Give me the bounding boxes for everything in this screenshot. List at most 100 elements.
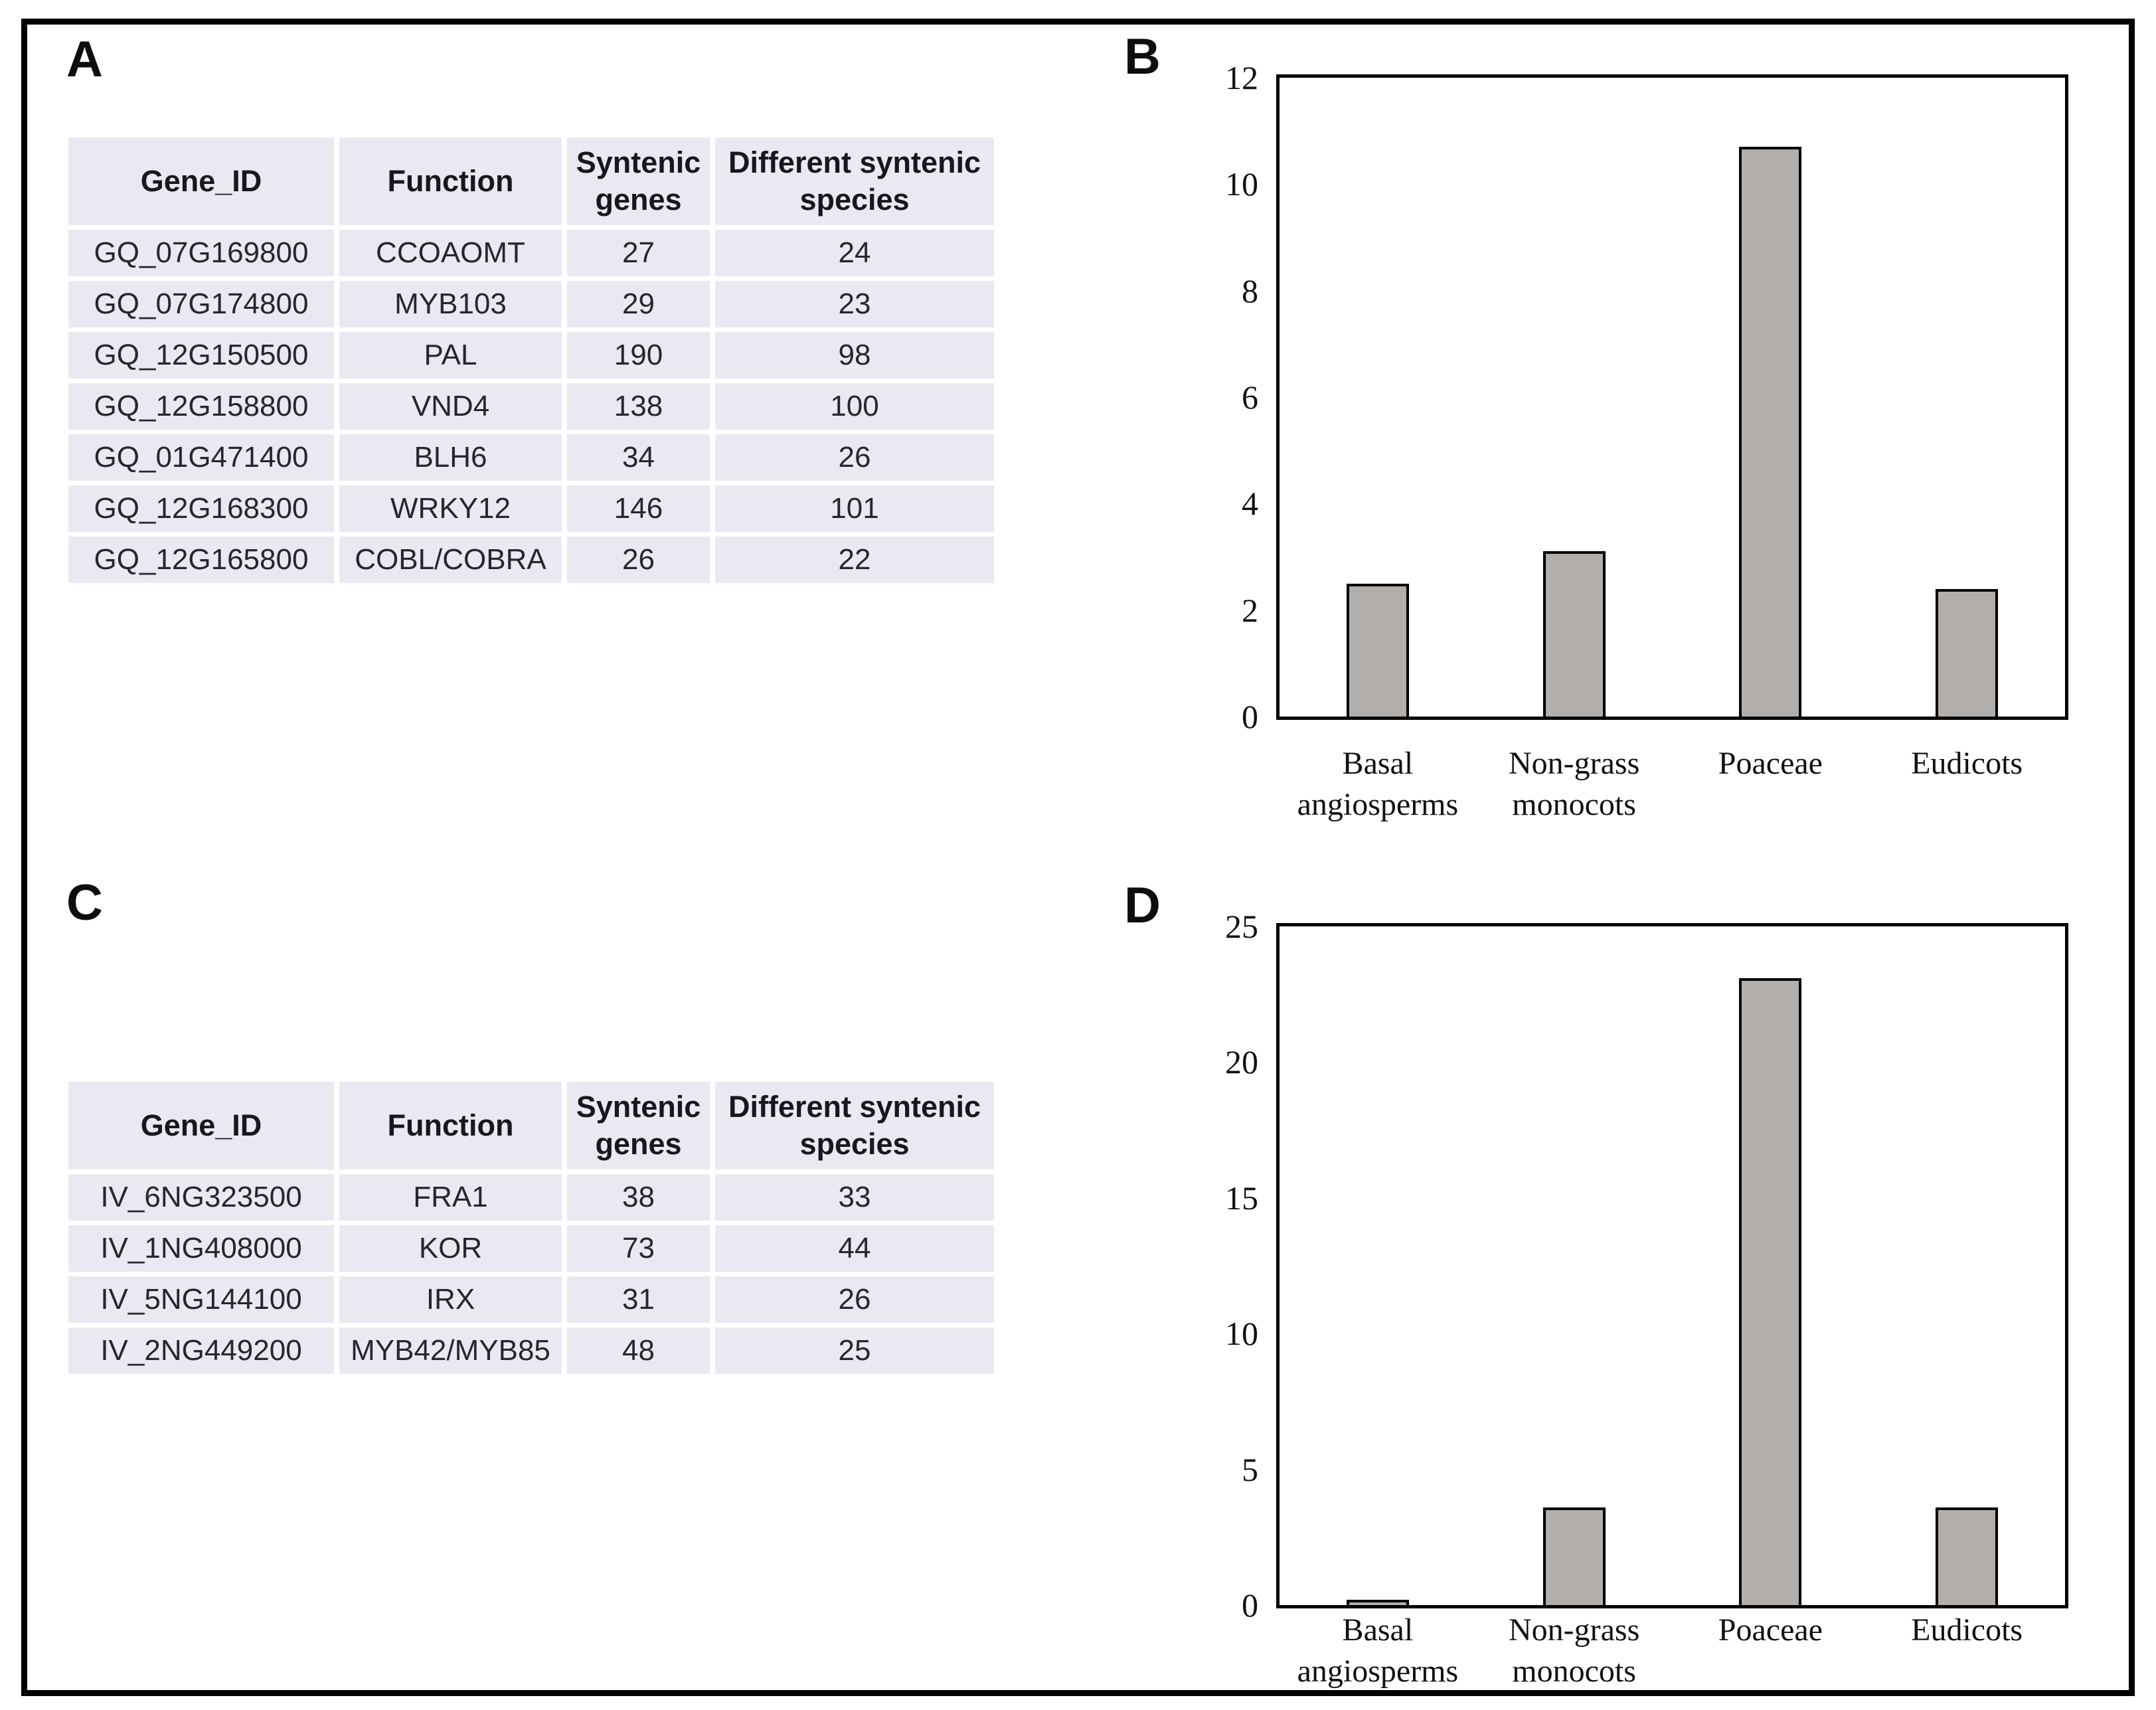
x-category-label: Poaceae <box>1718 743 1823 784</box>
bar-non-grass-monocots <box>1542 551 1606 717</box>
table-cell: PAL <box>339 332 562 379</box>
table-cell: 27 <box>567 230 710 276</box>
table-cell: 98 <box>715 332 994 379</box>
table-cell: FRA1 <box>339 1174 562 1221</box>
table-cell: 138 <box>567 383 710 430</box>
x-category-label: Eudicots <box>1911 1610 2023 1651</box>
table-header-row: Gene_ID Function Syntenic genes Different s… <box>68 137 994 225</box>
table-cell: GQ_07G174800 <box>68 281 334 327</box>
table-row: IV_2NG449200 MYB42/MYB85 48 25 <box>68 1327 994 1374</box>
table-row: GQ_01G471400 BLH6 34 26 <box>68 434 994 481</box>
table-cell: 38 <box>567 1174 710 1221</box>
table-cell: 73 <box>567 1225 710 1272</box>
table-cell: GQ_12G158800 <box>68 383 334 430</box>
bar-basal-angiosperms <box>1346 584 1409 717</box>
panel-a-label: A <box>66 31 103 88</box>
x-category-label-line: Eudicots <box>1911 1612 2023 1648</box>
table-cell: KOR <box>339 1225 562 1272</box>
bar-non-grass-monocots <box>1542 1507 1606 1605</box>
table-cell: MYB103 <box>339 281 562 327</box>
table-cell: BLH6 <box>339 434 562 481</box>
table-cell: VND4 <box>339 383 562 430</box>
table-cell: 23 <box>715 281 994 327</box>
table-cell: 26 <box>567 537 710 583</box>
table-cell: 26 <box>715 1276 994 1323</box>
y-tick-label: 0 <box>1242 1586 1258 1624</box>
y-tick-label: 12 <box>1225 59 1258 96</box>
x-category-label: Basal angiosperms <box>1297 1610 1459 1692</box>
x-category-label: Non-grass monocots <box>1509 1610 1639 1692</box>
table-row: GQ_07G174800 MYB103 29 23 <box>68 281 994 327</box>
table-cell: 22 <box>715 537 994 583</box>
y-tick-label: 25 <box>1225 908 1258 945</box>
table-header-cell: Gene_ID <box>68 137 334 225</box>
table-cell: 24 <box>715 230 994 276</box>
table-cell: 33 <box>715 1174 994 1221</box>
table-row: GQ_07G169800 CCOAOMT 27 24 <box>68 230 994 276</box>
x-category-label-line: angiosperms <box>1297 787 1459 822</box>
table-cell: GQ_07G169800 <box>68 230 334 276</box>
table-cell: GQ_12G150500 <box>68 332 334 379</box>
panel-b-label: B <box>1124 29 1161 85</box>
table-cell: 25 <box>715 1327 994 1374</box>
x-category-label-line: Basal <box>1342 746 1414 781</box>
table-cell: WRKY12 <box>339 485 562 532</box>
x-category-label: Eudicots <box>1911 743 2023 784</box>
table-cell: GQ_12G165800 <box>68 537 334 583</box>
table-cell: GQ_01G471400 <box>68 434 334 481</box>
bar-basal-angiosperms <box>1346 1600 1409 1605</box>
x-category-label: Basal angiosperms <box>1297 743 1459 825</box>
table-row: GQ_12G168300 WRKY12 146 101 <box>68 485 994 532</box>
table-cell: 146 <box>567 485 710 532</box>
y-tick-label: 4 <box>1242 485 1258 523</box>
table-cell: 31 <box>567 1276 710 1323</box>
table-header-cell: Function <box>339 1082 562 1169</box>
y-tick-label: 6 <box>1242 379 1258 416</box>
table-header-cell: Different syntenic species <box>715 137 994 225</box>
table-cell: GQ_12G168300 <box>68 485 334 532</box>
x-category-label-line: monocots <box>1512 1654 1636 1689</box>
y-tick-label: 10 <box>1225 165 1258 203</box>
table-cell: 101 <box>715 485 994 532</box>
y-tick-label: 5 <box>1242 1450 1258 1488</box>
table-row: GQ_12G158800 VND4 138 100 <box>68 383 994 430</box>
y-tick-label: 15 <box>1225 1179 1258 1217</box>
table-row: IV_1NG408000 KOR 73 44 <box>68 1225 994 1272</box>
bar-eudicots <box>1936 589 1999 717</box>
table-cell: 44 <box>715 1225 994 1272</box>
table-row: IV_5NG144100 IRX 31 26 <box>68 1276 994 1323</box>
table-cell: 26 <box>715 434 994 481</box>
panel-c-label: C <box>66 875 103 931</box>
table-cell: 100 <box>715 383 994 430</box>
x-category-label-line: Poaceae <box>1718 1612 1823 1648</box>
x-category-label: Non-grass monocots <box>1509 743 1639 825</box>
table-cell: 48 <box>567 1327 710 1374</box>
bar-poaceae <box>1739 978 1802 1605</box>
x-category-label-line: Non-grass <box>1508 1612 1640 1648</box>
bar-poaceae <box>1739 147 1802 717</box>
table-header-cell: Different syntenic species <box>715 1082 994 1169</box>
table-cell: IV_1NG408000 <box>68 1225 334 1272</box>
x-category-label-line: Basal <box>1342 1612 1414 1648</box>
table-cell: IV_5NG144100 <box>68 1276 334 1323</box>
y-tick-label: 0 <box>1242 698 1258 735</box>
x-category-label-line: Eudicots <box>1911 746 2023 781</box>
table-cell: COBL/COBRA <box>339 537 562 583</box>
chart-b-plot <box>1276 74 2068 720</box>
table-row: GQ_12G150500 PAL 190 98 <box>68 332 994 379</box>
x-category-label-line: monocots <box>1512 787 1636 822</box>
table-cell: MYB42/MYB85 <box>339 1327 562 1374</box>
table-cell: CCOAOMT <box>339 230 562 276</box>
table-cell: 29 <box>567 281 710 327</box>
x-category-label-line: angiosperms <box>1297 1654 1459 1689</box>
panel-d-label: D <box>1124 877 1161 934</box>
table-cell: 190 <box>567 332 710 379</box>
y-tick-label: 8 <box>1242 272 1258 309</box>
table-header-cell: Gene_ID <box>68 1082 334 1169</box>
chart-d-plot <box>1276 923 2068 1608</box>
bar-eudicots <box>1936 1507 1999 1605</box>
table-cell: IRX <box>339 1276 562 1323</box>
table-header-cell: Syntenic genes <box>567 1082 710 1169</box>
figure-border <box>21 19 2135 1696</box>
